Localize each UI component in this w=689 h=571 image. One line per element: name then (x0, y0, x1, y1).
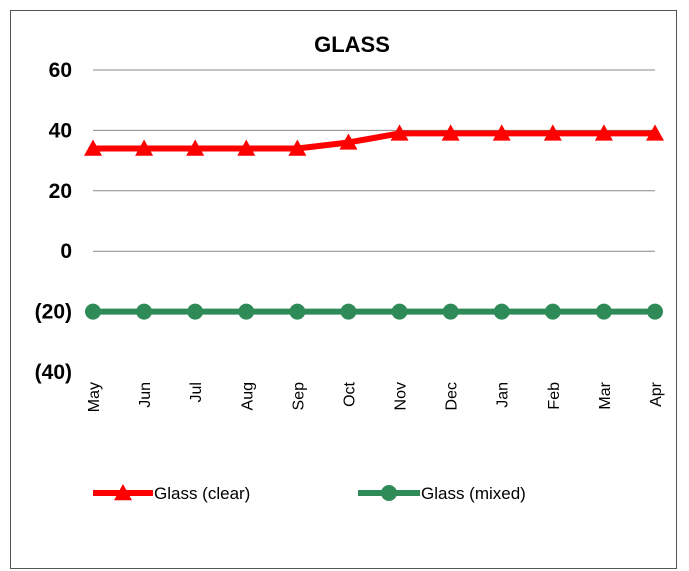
y-tick-label: (20) (35, 301, 72, 324)
x-tick-label: Oct (341, 381, 358, 406)
x-tick-label: Jul (188, 382, 205, 402)
legend-marker (114, 484, 132, 501)
x-tick-label: Mar (597, 381, 614, 409)
x-tick-label: Nov (393, 382, 410, 410)
series-glass-mixed (85, 303, 663, 320)
gridlines (93, 69, 655, 313)
data-point (543, 124, 562, 141)
y-axis-ticks: 60 40 20 0 (20) (40) (35, 59, 72, 384)
data-point (238, 303, 255, 320)
x-tick-label: May (86, 382, 103, 412)
x-tick-label: Jun (137, 382, 154, 408)
data-point (136, 303, 153, 320)
y-tick-label: 0 (60, 240, 72, 263)
data-point (187, 303, 204, 320)
x-tick-label: Apr (648, 381, 665, 407)
data-point (646, 124, 664, 141)
series-glass-clear (84, 124, 664, 156)
data-point (493, 303, 510, 320)
y-tick-label: 20 (49, 180, 72, 203)
legend-entry: Glass (mixed) (358, 484, 526, 503)
y-tick-label: 60 (49, 59, 72, 82)
legend: Glass (clear) Glass (mixed) (93, 484, 526, 503)
series-line (93, 130, 655, 152)
x-tick-label: Dec (444, 382, 461, 410)
data-point (391, 303, 408, 320)
x-tick-label: Jan (495, 382, 512, 408)
data-point (647, 303, 663, 320)
data-point (339, 133, 358, 150)
y-tick-label: 40 (49, 119, 72, 142)
data-point (237, 139, 256, 156)
x-axis-ticks: May Jun Jul Aug Sep Oct Nov Dec Jan Feb Mar Apr (86, 381, 665, 412)
data-point (544, 303, 561, 320)
data-point (595, 303, 612, 320)
data-point (85, 303, 101, 320)
data-point (340, 303, 357, 320)
data-point (186, 139, 205, 156)
data-point (390, 124, 409, 141)
chart-title: GLASS (314, 32, 390, 57)
x-tick-label: Sep (290, 382, 307, 411)
chart-frame (10, 10, 677, 569)
legend-label: Glass (clear) (154, 484, 250, 503)
data-point (442, 303, 459, 320)
x-tick-label: Aug (239, 382, 256, 410)
data-point (135, 139, 154, 156)
data-point (492, 124, 511, 141)
y-tick-label: (40) (35, 361, 72, 384)
legend-label: Glass (mixed) (421, 484, 526, 503)
x-tick-label: Feb (546, 382, 563, 410)
data-point (288, 139, 307, 156)
data-point (289, 303, 306, 320)
series-layer (84, 124, 664, 320)
legend-marker (381, 485, 397, 501)
data-point (441, 124, 460, 141)
data-point (84, 139, 102, 156)
legend-entry: Glass (clear) (93, 484, 250, 503)
data-point (594, 124, 613, 141)
